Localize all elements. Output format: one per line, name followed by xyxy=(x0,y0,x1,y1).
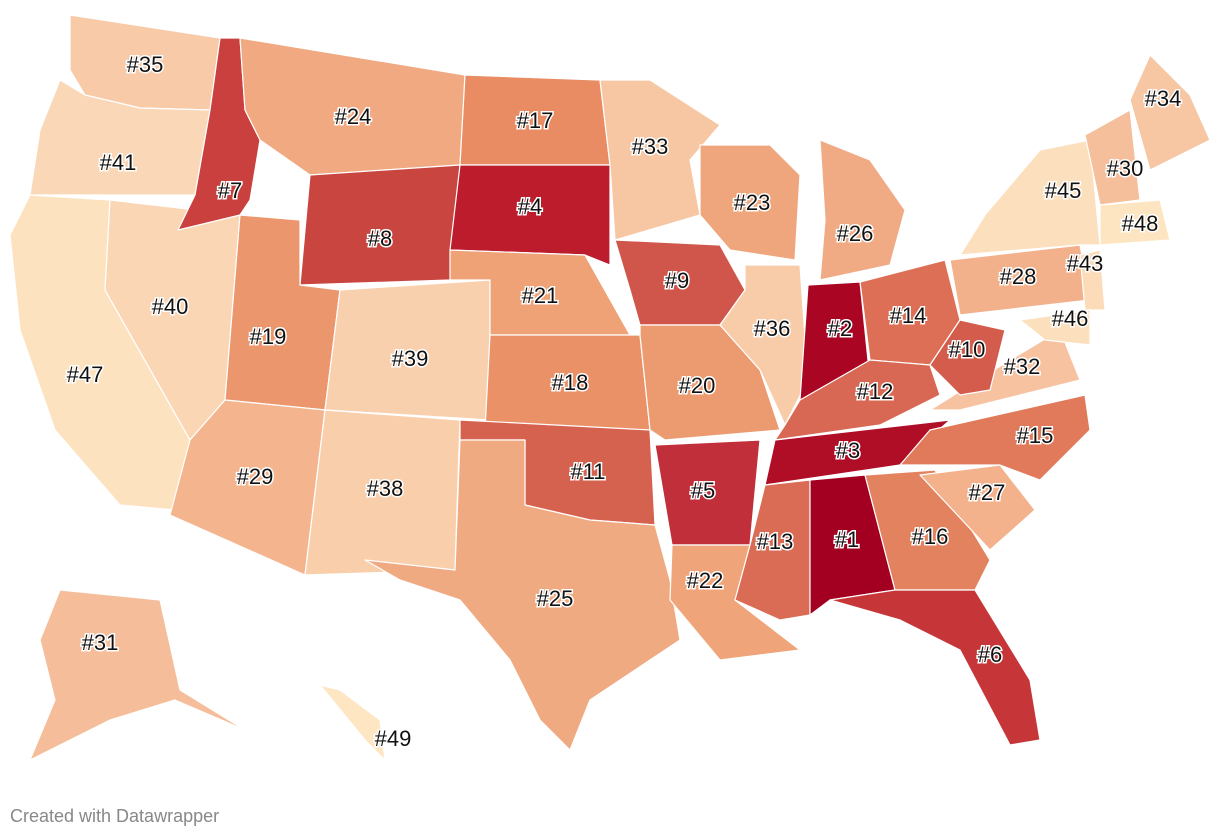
state-labels: #35 #41 #47 #40 #7 #24 #8 #19 #29 #39 #38 #17 #4 #21 #… xyxy=(65,50,1183,752)
state xyxy=(699,144,801,261)
state xyxy=(599,79,721,241)
us-map: #35 #41 #47 #40 #7 #24 #8 #19 #29 #39 #38 #17 #4 #21 #… xyxy=(9,14,1211,761)
state-rank-label: #35 xyxy=(127,52,164,77)
state-rank-label: #3 xyxy=(836,438,860,463)
state-rank-label: #34 xyxy=(1145,86,1182,111)
state-rank-label: #39 xyxy=(392,346,429,371)
state xyxy=(774,359,941,441)
state xyxy=(929,319,1006,396)
state-rank-label: #17 xyxy=(517,108,554,133)
state-rank-label: #29 xyxy=(237,464,274,489)
state xyxy=(1019,309,1091,346)
state-rank-label: #25 xyxy=(537,586,574,611)
state-rank-label: #31 xyxy=(82,630,119,655)
state-rank-label: #5 xyxy=(691,478,715,503)
state xyxy=(819,139,906,281)
state-rank-label: #20 xyxy=(679,373,716,398)
state-rank-label: #47 xyxy=(67,362,104,387)
credit: Created with Datawrapper xyxy=(10,806,220,826)
state-rank-label: #1 xyxy=(835,527,859,552)
state xyxy=(829,589,1041,746)
state-rank-label: #16 xyxy=(912,524,949,549)
state-rank-label: #27 xyxy=(969,480,1006,505)
state-rank-label: #11 xyxy=(570,459,605,484)
state-rank-label: #13 xyxy=(757,529,794,554)
state-rank-label: #40 xyxy=(152,294,189,319)
state-rank-label: #41 xyxy=(100,150,137,175)
state-rank-label: #26 xyxy=(837,221,874,246)
state-rank-label: #10 xyxy=(949,337,986,362)
state-rank-label: #28 xyxy=(1000,264,1037,289)
state-rank-label: #6 xyxy=(978,642,1002,667)
state xyxy=(719,264,809,426)
state xyxy=(169,399,326,576)
state xyxy=(364,439,681,751)
state-rank-label: #49 xyxy=(375,726,412,751)
state-rank-label: #38 xyxy=(367,476,404,501)
state-rank-label: #22 xyxy=(687,568,724,593)
state xyxy=(1079,249,1106,311)
state xyxy=(319,684,386,761)
state xyxy=(1129,54,1211,171)
state xyxy=(1099,199,1171,246)
state-rank-label: #46 xyxy=(1052,306,1089,331)
state-rank-label: #8 xyxy=(368,226,392,251)
state-rank-label: #9 xyxy=(665,268,689,293)
state-rank-label: #32 xyxy=(1004,354,1041,379)
state xyxy=(449,164,611,266)
state xyxy=(1084,109,1141,206)
state-rank-label: #2 xyxy=(828,316,852,341)
state-rank-label: #15 xyxy=(1017,423,1054,448)
state xyxy=(899,394,1091,481)
state-rank-label: #12 xyxy=(857,379,894,404)
state-rank-label: #45 xyxy=(1045,178,1082,203)
state-rank-label: #33 xyxy=(632,134,669,159)
state-rank-label: #14 xyxy=(890,303,927,328)
state-rank-label: #19 xyxy=(250,324,287,349)
state xyxy=(919,464,1036,551)
state-rank-label: #7 xyxy=(218,178,242,203)
state-rank-label: #36 xyxy=(754,316,791,341)
state-rank-label: #23 xyxy=(734,190,771,215)
state-rank-label: #4 xyxy=(518,194,542,219)
state-rank-label: #48 xyxy=(1122,211,1159,236)
state xyxy=(29,589,246,761)
state-rank-label: #30 xyxy=(1107,156,1144,181)
state xyxy=(864,469,991,591)
state-rank-label: #18 xyxy=(552,370,589,395)
state-rank-label: #21 xyxy=(522,283,559,308)
state-rank-label: #24 xyxy=(335,104,372,129)
state-rank-label: #43 xyxy=(1067,251,1104,276)
states xyxy=(9,14,1211,761)
